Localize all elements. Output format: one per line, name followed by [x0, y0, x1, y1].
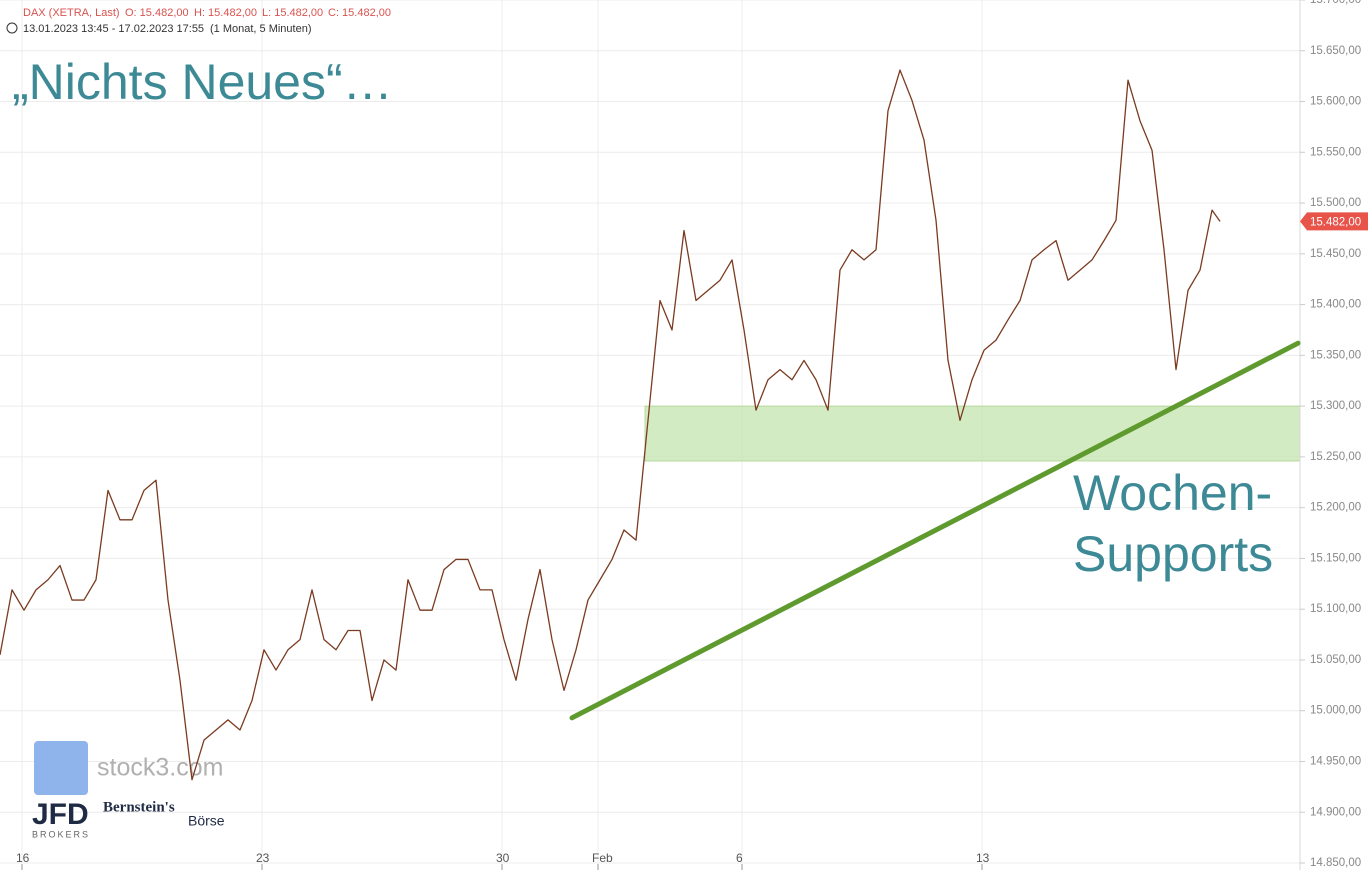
trendline	[569, 340, 1301, 721]
x-tick-label: 16	[16, 851, 30, 865]
last-price-box	[1300, 212, 1368, 231]
y-tick-label: 15.050,00	[1310, 654, 1361, 666]
broker-logo: JFD	[32, 798, 89, 831]
plot-layer	[0, 0, 1301, 864]
y-tick-label: 14.900,00	[1310, 806, 1361, 818]
y-tick-label: 15.350,00	[1310, 349, 1361, 361]
low: L: 15.482,00	[262, 7, 323, 19]
date-range: 13.01.2023 13:45 - 17.02.2023 17:55	[23, 23, 204, 35]
y-tick-label: 15.300,00	[1310, 400, 1361, 412]
y-tick-label: 15.200,00	[1310, 502, 1361, 514]
y-tick-label: 15.400,00	[1310, 299, 1361, 311]
x-tick-label: 13	[976, 851, 990, 865]
logo-text: stock3.com	[97, 754, 223, 782]
y-tick-label: 15.650,00	[1310, 45, 1361, 57]
partner-logo: Bernstein's	[103, 799, 175, 815]
last-price-label: 15.482,00	[1310, 216, 1361, 228]
y-tick-label: 15.600,00	[1310, 96, 1361, 108]
x-tick-label: 23	[256, 851, 270, 865]
symbol: DAX (XETRA, Last)	[23, 7, 120, 19]
annotation: Supports	[1073, 526, 1273, 582]
open: O: 15.482,00	[125, 7, 189, 19]
close: C: 15.482,00	[328, 7, 391, 19]
y-tick-label: 15.550,00	[1310, 146, 1361, 158]
partner-sub: Börse	[188, 813, 225, 829]
y-tick-label: 14.850,00	[1310, 857, 1361, 869]
y-tick-label: 15.500,00	[1310, 197, 1361, 209]
broker-sub: BROKERS	[32, 829, 90, 839]
logo-icon	[34, 741, 88, 795]
y-tick-label: 15.000,00	[1310, 705, 1361, 717]
x-tick-label: 6	[736, 851, 743, 865]
price-line	[0, 69, 1221, 781]
interval: (1 Monat, 5 Minuten)	[210, 23, 312, 35]
y-tick-label: 15.250,00	[1310, 451, 1361, 463]
y-tick-label: 14.950,00	[1310, 756, 1361, 768]
high: H: 15.482,00	[194, 7, 257, 19]
x-tick-label: 30	[496, 851, 510, 865]
x-tick-label: Feb	[592, 851, 613, 865]
y-tick-label: 15.150,00	[1310, 552, 1361, 564]
y-tick-label: 15.700,00	[1310, 0, 1361, 6]
headline: „Nichts Neues“…	[12, 54, 393, 110]
clock-icon	[6, 22, 18, 34]
y-tick-label: 15.100,00	[1310, 603, 1361, 615]
y-tick-label: 15.450,00	[1310, 248, 1361, 260]
annotation: Wochen-	[1073, 465, 1272, 521]
support-zone	[644, 405, 1301, 462]
